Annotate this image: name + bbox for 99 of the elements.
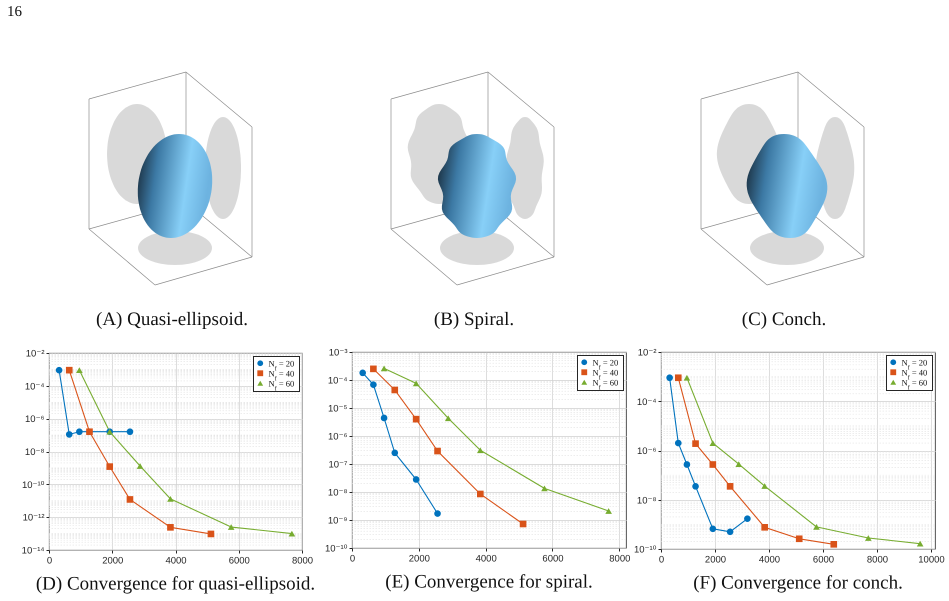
point [692,440,699,447]
y-tick-label: 10⁻¹² [22,512,44,524]
x-tick-label: 4000 [758,554,780,566]
y-tick-label: 10⁻⁶ [25,414,45,426]
point [370,381,377,388]
point [674,440,682,446]
point [520,520,526,528]
point [434,448,441,454]
y-tick-label: 10⁻¹⁰ [22,480,45,491]
y-tick-label: 10⁻¹⁰ [634,544,657,556]
point [735,461,742,467]
point [208,530,214,538]
text: 16 [7,3,22,21]
text: (E) Convergence for spiral. [385,572,593,592]
x-tick-label: 0 [46,556,52,566]
point [56,366,62,374]
y-tick-label: 10⁻⁷ [328,460,348,470]
x-tick-label: 2000 [408,554,430,564]
x-tick-label: 2000 [704,554,726,566]
point [444,415,452,422]
y-tick-label: 10⁻⁹ [328,516,348,526]
point [106,463,114,470]
point [167,524,174,531]
point [359,370,366,376]
text: (A) Quasi-ellipsoid. [96,309,248,331]
x-tick-label: 0 [658,554,664,566]
point [916,540,924,547]
point [865,535,872,541]
x-tick-label: 6000 [812,554,834,566]
point [813,524,820,530]
point [391,386,398,394]
point [830,540,838,548]
x-tick-label: 10000 [918,554,945,566]
x-tick-label: 8000 [866,554,888,566]
x-tick-label: 6000 [542,554,564,564]
y-tick-label: 10⁻¹⁴ [22,546,44,556]
text: (C) Conch. [742,309,826,331]
x-tick-label: 8000 [292,556,314,566]
point [76,428,83,436]
point [761,483,768,489]
y-tick-label: 10⁻³ [328,348,348,358]
point [167,496,174,502]
point [76,367,83,374]
y-tick-label: 10⁻⁴ [636,396,656,408]
legend-label: N$_{f}$ = 20 [268,358,294,372]
y-tick-label: 10⁻⁵ [328,404,348,414]
point [434,510,441,517]
x-tick-label: 4000 [476,554,497,564]
point [710,461,716,468]
y-tick-label: 10⁻¹⁰ [324,544,348,554]
point [476,490,484,498]
point [126,428,134,436]
point [710,440,716,446]
point [541,485,548,492]
y-tick-label: 10⁻⁸ [24,447,44,458]
point [228,524,234,530]
point [476,447,484,454]
legend-label: N$_{f}$ = 20 [902,357,928,371]
y-tick-label: 10⁻⁸ [636,495,656,506]
point [726,528,734,536]
point [726,483,734,490]
x-tick-label: 6000 [228,556,250,566]
x-tick-label: 4000 [165,556,187,566]
point [605,508,612,514]
point [288,530,296,536]
point [380,366,388,372]
point [684,461,690,468]
point [391,450,398,456]
y-tick-label: 10⁻² [26,348,44,360]
point [744,515,751,522]
point [674,374,682,382]
point [412,476,420,483]
x-tick-label: 2000 [102,556,124,566]
legend-label: N$_{f}$ = 20 [592,357,618,371]
x-tick-label: 8000 [609,554,630,564]
point [710,526,716,532]
text: (B) Spiral. [434,309,514,331]
y-tick-label: 10⁻⁴ [24,381,44,392]
point [684,374,690,381]
text: (F) Convergence for conch. [693,572,903,594]
y-tick-label: 10⁻² [638,348,656,358]
point [761,524,768,531]
y-tick-label: 10⁻⁶ [637,446,657,457]
point [412,380,420,386]
point [796,535,803,542]
point [66,431,73,438]
y-tick-label: 10⁻⁸ [328,488,348,498]
y-tick-label: 10⁻⁶ [328,432,348,442]
point [666,374,673,382]
x-tick-label: 0 [350,554,356,564]
point [126,496,134,503]
y-tick-label: 10⁻⁴ [328,376,348,386]
point [692,483,699,490]
point [370,366,377,372]
text: (D) Convergence for quasi-ellipsoid. [36,574,316,594]
point [66,366,73,374]
point [380,414,388,422]
point [412,416,420,422]
point [136,463,144,469]
